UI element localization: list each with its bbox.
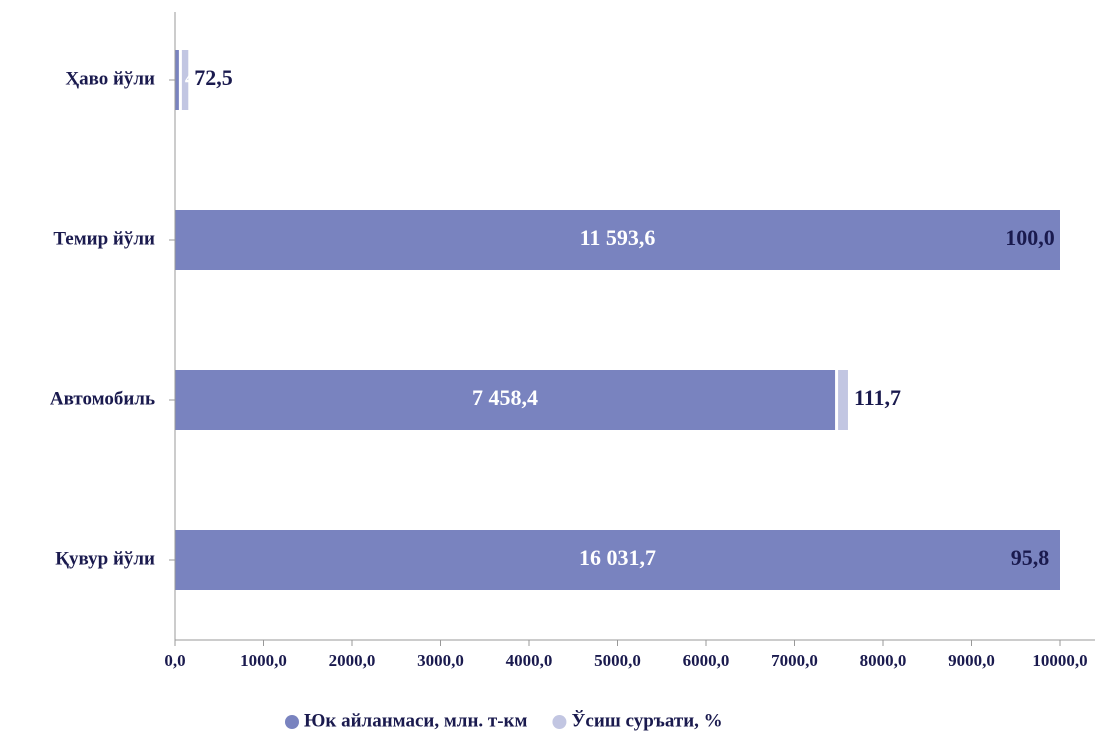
data-label: 16 031,7 <box>579 545 656 570</box>
legend-label: Ўсиш суръати, % <box>571 709 722 731</box>
x-tick-label: 10000,0 <box>1032 651 1087 670</box>
x-tick-label: 1000,0 <box>240 651 287 670</box>
bar <box>175 50 179 110</box>
y-tick-label: Қувур йўли <box>55 548 155 569</box>
data-label: 100,0 <box>1005 225 1055 250</box>
y-tick-label: Ҳаво йўли <box>65 68 155 89</box>
y-tick-label: Автомобиль <box>50 388 155 409</box>
x-tick-label: 3000,0 <box>417 651 464 670</box>
data-label: 43,8 <box>185 65 224 90</box>
data-label: 111,7 <box>854 385 901 410</box>
x-tick-label: 5000,0 <box>594 651 641 670</box>
x-tick-label: 9000,0 <box>948 651 995 670</box>
x-tick-label: 8000,0 <box>860 651 907 670</box>
x-tick-label: 4000,0 <box>506 651 553 670</box>
x-tick-label: 0,0 <box>164 651 185 670</box>
data-label: 95,8 <box>1011 545 1050 570</box>
x-tick-label: 2000,0 <box>329 651 376 670</box>
legend-marker <box>552 715 567 729</box>
legend-label: Юк айланмаси, млн. т-км <box>304 710 527 731</box>
plot-area <box>175 50 1060 590</box>
y-tick-label: Темир йўли <box>53 228 155 249</box>
data-label: 11 593,6 <box>580 225 656 250</box>
data-label: 72,5 <box>194 65 233 90</box>
bar <box>175 210 1060 270</box>
bar <box>838 370 848 430</box>
x-tick-label: 6000,0 <box>683 651 730 670</box>
bar <box>175 370 836 430</box>
legend-marker <box>285 715 299 729</box>
x-tick-label: 7000,0 <box>771 651 818 670</box>
bar <box>175 530 1060 590</box>
bar <box>181 50 189 110</box>
data-label: 7 458,4 <box>472 385 538 410</box>
